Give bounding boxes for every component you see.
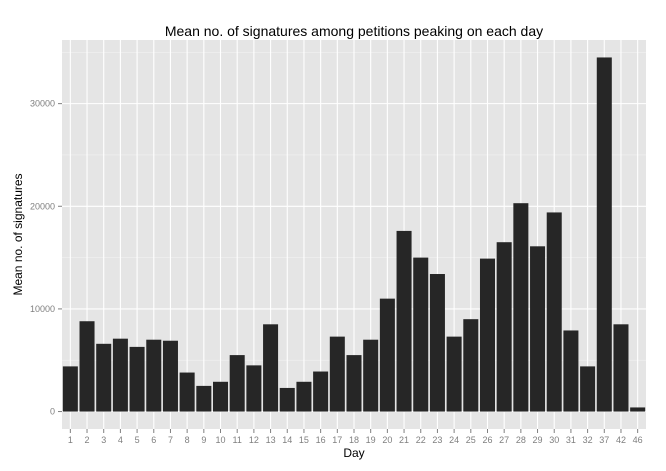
x-tick-label: 4 <box>118 435 123 445</box>
x-tick-label: 20 <box>382 435 392 445</box>
bars <box>62 57 646 412</box>
x-tick-label: 19 <box>366 435 376 445</box>
y-tick-label: 0 <box>50 407 55 417</box>
bar-day-23 <box>429 274 445 412</box>
x-tick-label: 16 <box>316 435 326 445</box>
chart-title: Mean no. of signatures among petitions p… <box>165 23 543 39</box>
bar-day-28 <box>513 203 529 412</box>
bar-day-14 <box>279 387 295 412</box>
bar-day-30 <box>546 212 562 412</box>
bar-day-22 <box>413 257 429 412</box>
y-tick-label: 20000 <box>30 201 55 211</box>
bar-day-20 <box>379 298 395 412</box>
x-tick-label: 1 <box>68 435 73 445</box>
x-tick-label: 21 <box>399 435 409 445</box>
y-axis: 0 10000 20000 30000 <box>30 99 62 417</box>
x-tick-label: 18 <box>349 435 359 445</box>
bar-day-1 <box>62 366 78 412</box>
bar-day-16 <box>313 371 329 412</box>
x-tick-label: 24 <box>449 435 459 445</box>
x-tick-label: 23 <box>432 435 442 445</box>
bar-day-4 <box>112 338 128 412</box>
bar-day-6 <box>146 339 162 412</box>
x-tick-label: 25 <box>466 435 476 445</box>
x-tick-label: 6 <box>151 435 156 445</box>
x-tick-label: 46 <box>633 435 643 445</box>
bar-day-18 <box>346 355 362 412</box>
x-tick-label: 13 <box>266 435 276 445</box>
bar-day-25 <box>463 319 479 412</box>
x-tick-label: 31 <box>566 435 576 445</box>
bar-day-24 <box>446 336 462 412</box>
bar-day-3 <box>96 343 112 412</box>
x-tick-label: 3 <box>101 435 106 445</box>
x-tick-label: 28 <box>516 435 526 445</box>
x-tick-label: 5 <box>135 435 140 445</box>
x-axis: 1 2 3 4 5 6 7 8 9 10 11 12 13 14 15 16 17 18 19 20 21 22 23 24 2… <box>68 429 643 445</box>
x-tick-label: 30 <box>549 435 559 445</box>
bar-day-2 <box>79 321 95 412</box>
x-tick-label: 32 <box>583 435 593 445</box>
bar-day-15 <box>296 381 312 412</box>
x-tick-label: 15 <box>299 435 309 445</box>
bar-day-13 <box>263 324 279 412</box>
bar-day-46 <box>630 407 646 412</box>
bar-day-11 <box>229 355 245 412</box>
bar-day-9 <box>196 385 212 412</box>
bar-day-5 <box>129 346 145 412</box>
x-tick-label: 12 <box>249 435 259 445</box>
x-axis-title: Day <box>343 446 364 460</box>
x-tick-label: 8 <box>185 435 190 445</box>
x-tick-label: 14 <box>282 435 292 445</box>
x-tick-label: 22 <box>416 435 426 445</box>
x-tick-label: 2 <box>85 435 90 445</box>
bar-day-31 <box>563 330 579 412</box>
bar-day-32 <box>580 366 596 412</box>
x-tick-label: 10 <box>216 435 226 445</box>
bar-day-37 <box>596 57 612 412</box>
x-tick-label: 29 <box>533 435 543 445</box>
bar-day-8 <box>179 372 195 412</box>
y-tick-label: 30000 <box>30 99 55 109</box>
y-tick-label: 10000 <box>30 304 55 314</box>
x-tick-label: 37 <box>599 435 609 445</box>
x-tick-label: 26 <box>482 435 492 445</box>
bar-day-19 <box>363 339 379 412</box>
bar-day-7 <box>162 340 178 412</box>
bar-day-29 <box>530 246 546 412</box>
bar-day-10 <box>213 381 229 412</box>
x-tick-label: 7 <box>168 435 173 445</box>
bar-day-26 <box>479 258 495 412</box>
x-tick-label: 9 <box>201 435 206 445</box>
y-axis-title: Mean no. of signatures <box>11 173 25 295</box>
x-tick-label: 42 <box>616 435 626 445</box>
x-tick-label: 17 <box>332 435 342 445</box>
bar-day-27 <box>496 242 512 412</box>
bar-day-12 <box>246 365 262 412</box>
x-tick-label: 27 <box>499 435 509 445</box>
bar-day-42 <box>613 324 629 412</box>
bar-day-21 <box>396 230 412 412</box>
x-tick-label: 11 <box>233 435 242 445</box>
bar-day-17 <box>329 336 345 412</box>
